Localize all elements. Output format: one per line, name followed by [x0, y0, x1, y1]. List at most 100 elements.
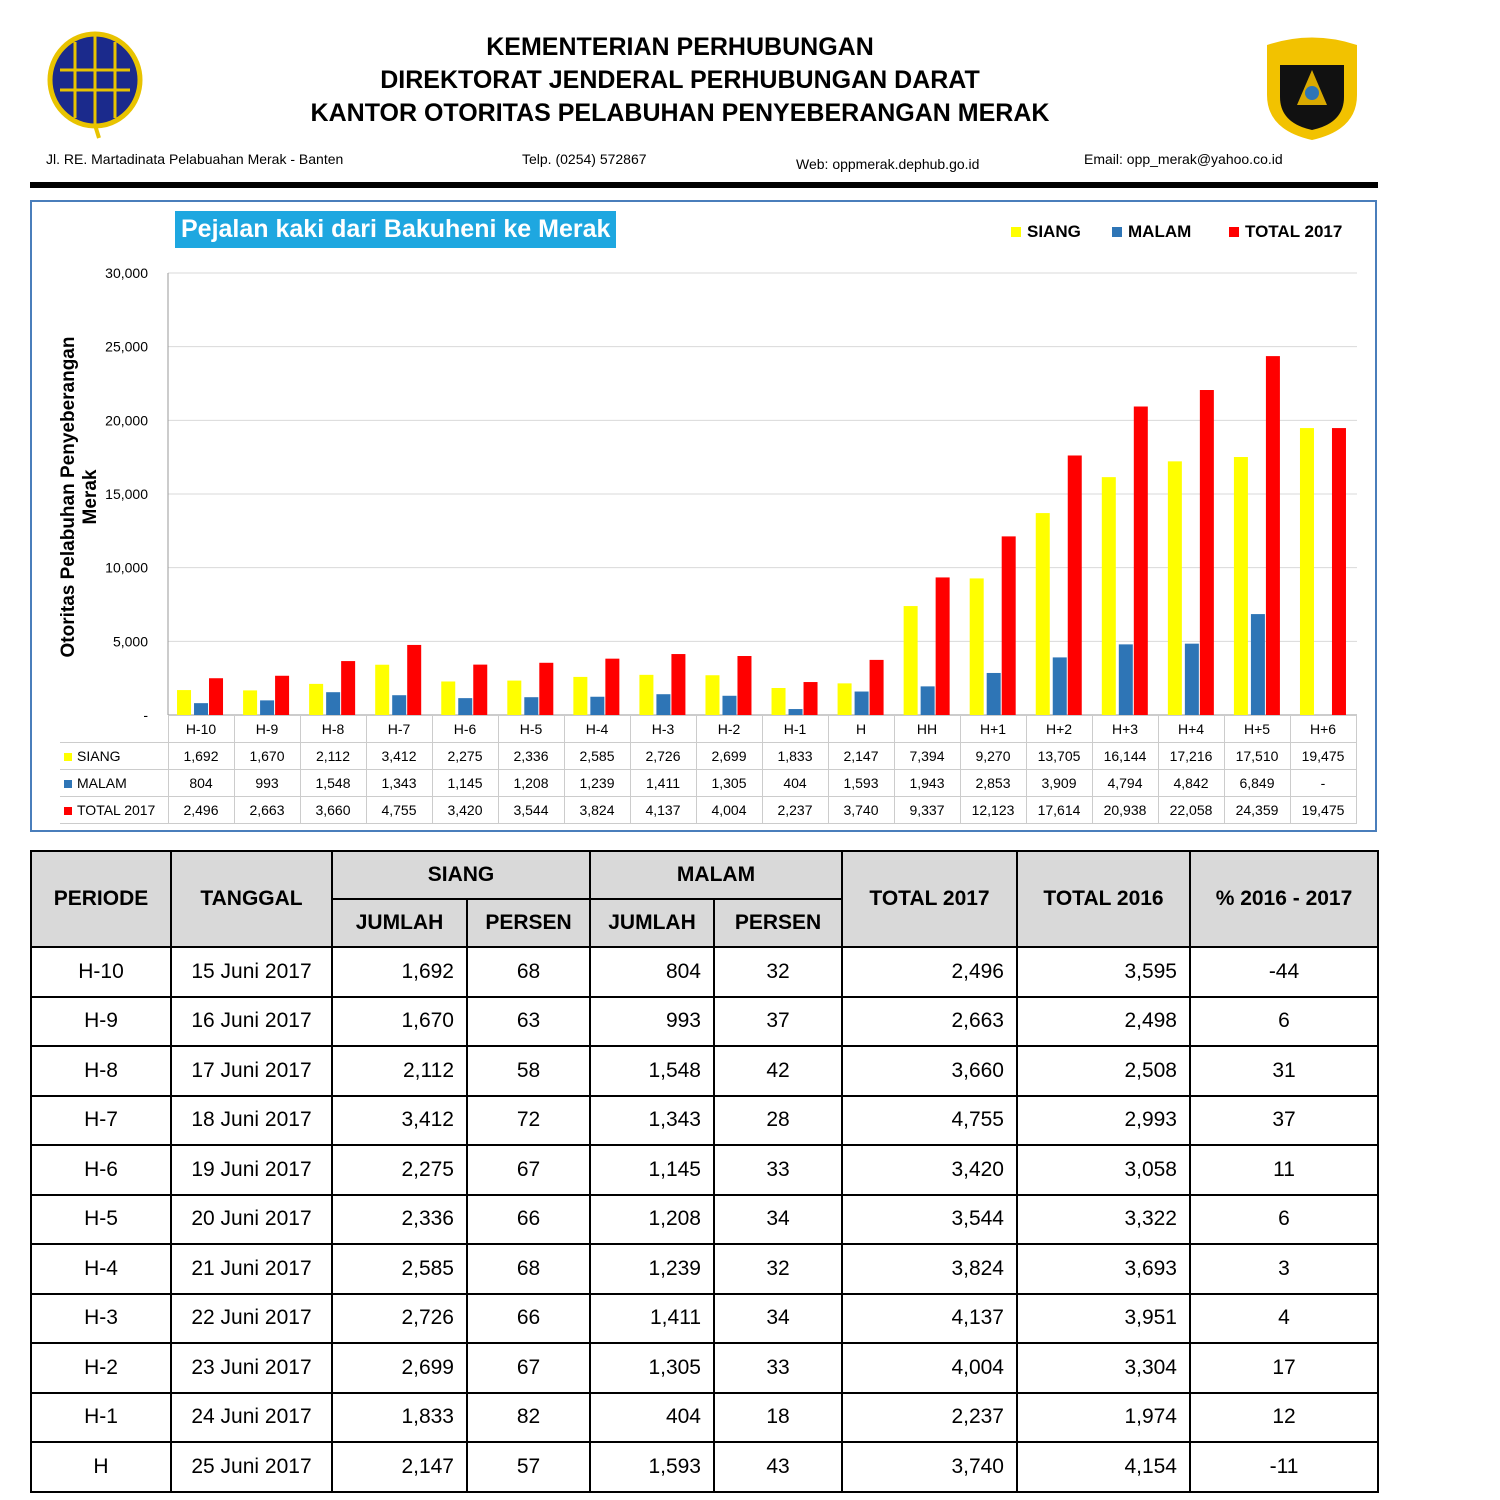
- category-label: H+6: [1289, 715, 1357, 743]
- legend-malam: MALAM: [1112, 222, 1191, 242]
- table-cell: 43: [713, 1441, 843, 1493]
- table-cell: 1,548: [589, 1045, 715, 1097]
- category-label: H+5: [1223, 715, 1291, 743]
- table-cell: H-1: [30, 1391, 172, 1443]
- bar-siang-H-9: [243, 690, 258, 715]
- table-cell: 23 Juni 2017: [170, 1342, 333, 1394]
- table-cell: 18: [713, 1391, 843, 1443]
- bar-malam-H-2: [722, 695, 737, 715]
- category-label: H+3: [1091, 715, 1159, 743]
- y-tick-label: 15,000: [105, 486, 148, 502]
- data-label: 4,137: [629, 796, 697, 824]
- data-label: 4,842: [1157, 769, 1225, 797]
- table-cell: 804: [589, 946, 715, 998]
- data-label: 13,705: [1025, 742, 1093, 770]
- table-row: H-9 16 Juni 2017 1,670 63 993 37 2,663 2,498 6: [30, 995, 1379, 1047]
- table-cell: 33: [713, 1144, 843, 1196]
- table-cell: 72: [466, 1094, 591, 1146]
- data-label: 1,943: [893, 769, 961, 797]
- col-tanggal: TANGGAL: [170, 850, 333, 948]
- bar-siang-H-7: [375, 664, 390, 715]
- bar-malam-H: [854, 691, 869, 715]
- col-siang-persen: PERSEN: [466, 898, 591, 948]
- category-label: H-4: [563, 715, 631, 743]
- data-label: 1,692: [167, 742, 235, 770]
- table-cell: 32: [713, 1243, 843, 1295]
- data-label: 24,359: [1223, 796, 1291, 824]
- data-label: 1,593: [827, 769, 895, 797]
- table-cell: 3,740: [841, 1441, 1018, 1493]
- corner-cell: [60, 716, 168, 743]
- bar-siang-H+2: [1035, 513, 1050, 715]
- bar-malam-H+5: [1250, 614, 1265, 715]
- table-cell: 15 Juni 2017: [170, 946, 333, 998]
- data-label: 4,794: [1091, 769, 1159, 797]
- series-swatch: [64, 753, 72, 761]
- header-line-2: DIREKTORAT JENDERAL PERHUBUNGAN DARAT: [380, 66, 980, 94]
- bar-total-2017-H-7: [407, 644, 422, 715]
- col-total-2017: TOTAL 2017: [841, 850, 1018, 948]
- table-cell: 404: [589, 1391, 715, 1443]
- header-divider: [30, 182, 1378, 188]
- series-swatch: [64, 807, 72, 815]
- table-cell: 3: [1189, 1243, 1379, 1295]
- category-label: H-9: [233, 715, 301, 743]
- table-cell: H-2: [30, 1342, 172, 1394]
- data-label: 17,614: [1025, 796, 1093, 824]
- table-cell: 1,343: [589, 1094, 715, 1146]
- data-label: 2,237: [761, 796, 829, 824]
- bar-siang-H-10: [177, 690, 192, 715]
- y-tick-label: 5,000: [113, 633, 148, 649]
- bar-total-2017-H-10: [209, 678, 224, 715]
- y-tick-label: -: [143, 707, 148, 720]
- data-label: 404: [761, 769, 829, 797]
- table-cell: -11: [1189, 1441, 1379, 1493]
- legend-label: SIANG: [1027, 222, 1081, 241]
- data-label: 9,337: [893, 796, 961, 824]
- bar-total-2017-H-6: [473, 664, 488, 715]
- header-line-1: KEMENTERIAN PERHUBUNGAN: [486, 33, 874, 61]
- bar-total-2017-H-8: [341, 661, 356, 715]
- data-label: 2,147: [827, 742, 895, 770]
- table-cell: H-3: [30, 1292, 172, 1344]
- table-cell: 3,660: [841, 1045, 1018, 1097]
- website-link[interactable]: Web: oppmerak.dephub.go.id: [796, 156, 980, 172]
- email-link[interactable]: Email: opp_merak@yahoo.co.id: [1084, 151, 1283, 167]
- table-cell: 18 Juni 2017: [170, 1094, 333, 1146]
- table-cell: 2,496: [841, 946, 1018, 998]
- table-cell: 66: [466, 1193, 591, 1245]
- series-label: SIANG: [60, 742, 169, 770]
- table-cell: 20 Juni 2017: [170, 1193, 333, 1245]
- y-tick-label: 25,000: [105, 339, 148, 355]
- bar-total-2017-H-3: [671, 654, 686, 715]
- data-label: 6,849: [1223, 769, 1291, 797]
- table-cell: 2,993: [1016, 1094, 1191, 1146]
- table-cell: 3,544: [841, 1193, 1018, 1245]
- table-row: H-8 17 Juni 2017 2,112 58 1,548 42 3,660 2,508 3…: [30, 1045, 1379, 1097]
- bar-malam-H-1: [788, 709, 803, 715]
- table-cell: 66: [466, 1292, 591, 1344]
- bar-total-2017-H-9: [275, 675, 290, 715]
- table-cell: -44: [1189, 946, 1379, 998]
- table-cell: 2,699: [331, 1342, 468, 1394]
- table-cell: 57: [466, 1441, 591, 1493]
- bar-siang-H-6: [441, 681, 456, 715]
- data-label: 2,585: [563, 742, 631, 770]
- table-cell: 11: [1189, 1144, 1379, 1196]
- data-label: 3,544: [497, 796, 565, 824]
- data-label: 1,343: [365, 769, 433, 797]
- data-label: 19,475: [1289, 796, 1357, 824]
- category-label: H-10: [167, 715, 235, 743]
- table-cell: 31: [1189, 1045, 1379, 1097]
- category-label: H+1: [959, 715, 1027, 743]
- table-cell: 2,275: [331, 1144, 468, 1196]
- data-label: 2,496: [167, 796, 235, 824]
- data-label: 3,660: [299, 796, 367, 824]
- bar-malam-H-7: [392, 695, 407, 715]
- data-label: 17,510: [1223, 742, 1291, 770]
- table-cell: 1,145: [589, 1144, 715, 1196]
- table-cell: 6: [1189, 995, 1379, 1047]
- data-label: 2,726: [629, 742, 697, 770]
- data-label: 9,270: [959, 742, 1027, 770]
- table-cell: 1,833: [331, 1391, 468, 1443]
